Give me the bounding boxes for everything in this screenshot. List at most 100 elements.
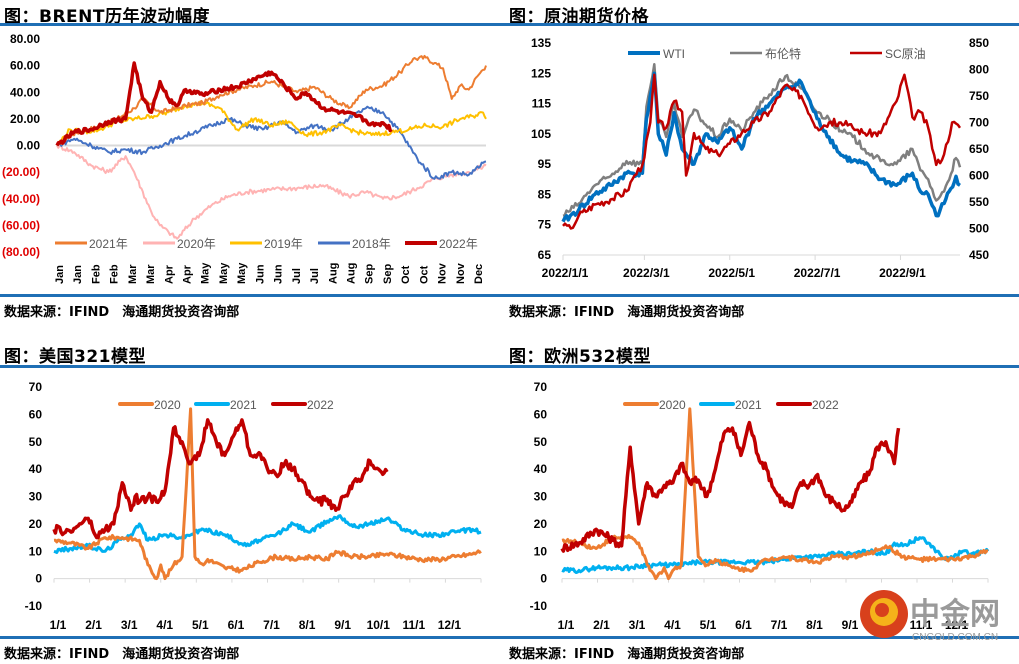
y-tick-label: (40.00) — [2, 192, 40, 206]
y-left-tick-label: 95 — [538, 157, 552, 171]
x-tick-label: Oct — [418, 265, 430, 284]
x-tick-label: May — [200, 262, 212, 284]
legend-label: 2019年 — [264, 237, 303, 251]
x-tick-label: 2022/7/1 — [794, 266, 841, 280]
y-tick-label: 0 — [35, 572, 42, 586]
legend-label: 2020 — [659, 398, 686, 412]
y-right-tick-label: 750 — [969, 89, 989, 103]
x-tick-label: 5/1 — [192, 618, 209, 632]
x-tick-label: Apr — [163, 264, 175, 284]
panel-title: 图：欧洲532模型 — [509, 347, 651, 367]
x-tick-label: Nov — [437, 262, 449, 284]
x-tick-label: Apr — [182, 264, 194, 284]
data-source-label: 数据来源：IFIND 海通期货投资咨询部 — [4, 305, 240, 320]
cngold-logo-icon: 中金网 CNGOLD.COM.CN — [860, 590, 1000, 643]
watermark-brand: 中金网 — [910, 597, 1000, 631]
legend-label: 布伦特 — [765, 46, 801, 61]
x-tick-label: Jan — [72, 265, 84, 284]
y-tick-label: (60.00) — [2, 218, 40, 232]
title-rule — [505, 23, 1019, 26]
x-tick-label: Sep — [364, 264, 376, 284]
title-rule — [0, 365, 505, 368]
brent-volatility-panel: 图：BRENT历年波动幅度 80.00 60.00 40.00 20.00 0.00 (2… — [0, 0, 505, 330]
y-tick-label: (80.00) — [2, 245, 40, 259]
brent-chart: 80.00 60.00 40.00 20.00 0.00 (20.00) (40.00) (6… — [2, 32, 487, 284]
y-tick-label: 10 — [29, 544, 43, 558]
futures-chart: 135 125 115 105 95 85 75 65 850 800 750 700 650 600 55… — [531, 36, 989, 280]
series-line-2020 — [561, 407, 989, 581]
eu532-chart: 70 60 50 40 30 20 10 0 -10 1/1 2/1 3/1 4/1 5/1 6/1 7/1 8… — [530, 380, 990, 632]
y-tick-label: (20.00) — [2, 165, 40, 179]
x-tick-label: Jun — [273, 264, 285, 284]
y-tick-label: 60 — [534, 407, 548, 421]
x-tick-label: 2022/3/1 — [623, 266, 670, 280]
y-right-tick-label: 650 — [969, 142, 989, 156]
eu-532-panel: 图：欧洲532模型 70 60 50 40 30 20 10 0 -10 1/1 2/1 3/1 4/1… — [505, 340, 1019, 664]
x-tick-label: 2022/1/1 — [542, 266, 589, 280]
y-tick-label: 80.00 — [10, 32, 40, 46]
x-tick-label: 3/1 — [629, 618, 646, 632]
legend-label: 2018年 — [352, 237, 391, 251]
data-source-label: 数据来源：IFIND 海通期货投资咨询部 — [509, 647, 745, 662]
legend-label: 2020 — [154, 398, 181, 412]
x-tick-label: 2/1 — [593, 618, 610, 632]
legend-label: WTI — [663, 47, 685, 61]
y-tick-label: 20 — [29, 517, 43, 531]
y-tick-label: 40 — [534, 462, 548, 476]
y-left-tick-label: 65 — [538, 248, 552, 262]
us-321-panel: 图：美国321模型 70 60 50 40 30 20 10 0 -10 1/1 2/1 3/1 4/1… — [0, 340, 505, 664]
x-tick-label: Aug — [327, 263, 339, 284]
y-left-tick-label: 135 — [531, 36, 551, 50]
legend-label: 2021 — [735, 398, 762, 412]
x-tick-label: 2/1 — [85, 618, 102, 632]
x-tick-label: 10/1 — [367, 618, 391, 632]
y-tick-label: -10 — [530, 599, 548, 613]
x-tick-label: 8/1 — [299, 618, 316, 632]
series-line-SC原油 — [562, 73, 962, 230]
y-right-tick-label: 600 — [969, 169, 989, 183]
y-right-tick-label: 800 — [969, 63, 989, 77]
x-tick-label: May — [236, 262, 248, 284]
legend-label: 2021 — [230, 398, 257, 412]
y-tick-label: 40.00 — [10, 85, 40, 99]
y-tick-label: 0 — [540, 572, 547, 586]
crude-futures-panel: 图：原油期货价格 135 125 115 105 95 85 75 65 850 800 750 70… — [505, 0, 1019, 330]
x-tick-label: 7/1 — [771, 618, 788, 632]
title-rule — [0, 23, 505, 26]
y-tick-label: 50 — [534, 435, 548, 449]
x-tick-label: 4/1 — [156, 618, 173, 632]
series-line-2021 — [561, 536, 990, 574]
x-tick-label: 11/1 — [402, 618, 425, 632]
y-tick-label: 60.00 — [10, 59, 40, 73]
x-tick-label: Mar — [127, 264, 139, 284]
x-tick-label: Mar — [145, 264, 157, 284]
y-left-tick-label: 85 — [538, 187, 552, 201]
x-tick-label: Jun — [254, 264, 266, 284]
panel-title: 图：BRENT历年波动幅度 — [4, 7, 210, 27]
footer-rule — [0, 294, 505, 297]
y-right-tick-label: 500 — [969, 222, 989, 236]
y-tick-label: 20.00 — [10, 112, 40, 126]
y-tick-label: 10 — [534, 544, 548, 558]
y-right-tick-label: 550 — [969, 195, 989, 209]
x-tick-label: 7/1 — [263, 618, 280, 632]
x-tick-label: Jul — [309, 268, 321, 284]
footer-rule — [505, 294, 1019, 297]
legend-label: SC原油 — [885, 47, 926, 61]
y-left-tick-label: 125 — [531, 66, 551, 80]
series-line-2020 — [53, 407, 482, 581]
x-tick-label: 6/1 — [735, 618, 752, 632]
x-tick-label: Jul — [291, 268, 303, 284]
legend-label: 2021年 — [89, 237, 128, 251]
x-tick-label: Sep — [382, 264, 394, 284]
x-tick-label: Feb — [109, 264, 121, 284]
y-tick-label: 30 — [534, 490, 548, 504]
series-line-2022 — [52, 418, 389, 540]
panel-title: 图：原油期货价格 — [509, 7, 649, 27]
data-source-label: 数据来源：IFIND 海通期货投资咨询部 — [4, 647, 240, 662]
us321-chart: 70 60 50 40 30 20 10 0 -10 1/1 2/1 3/1 4/1 5/1 6/1 7/1 8… — [25, 380, 482, 632]
x-tick-label: 12/1 — [438, 618, 462, 632]
y-right-tick-label: 850 — [969, 36, 989, 50]
legend-label: 2020年 — [177, 237, 216, 251]
x-tick-label: May — [218, 262, 230, 284]
